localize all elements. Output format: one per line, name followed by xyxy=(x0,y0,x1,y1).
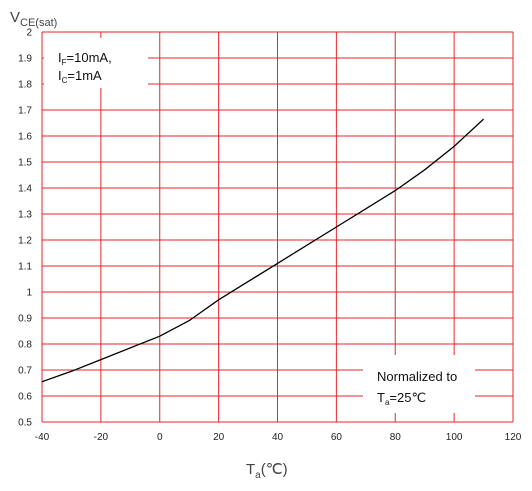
normalized-line2: Ta=25℃ xyxy=(377,390,426,407)
condition-if: IF=10mA, xyxy=(58,50,112,67)
y-tick-label: 0.6 xyxy=(18,392,32,403)
y-tick-label: 1.1 xyxy=(18,262,32,273)
y-tick-labels: 0.5 0.6 0.7 0.8 0.9 1 1.1 1.2 1.3 1.4 1.5 1.6 1.7 1.8… xyxy=(18,28,32,429)
x-tick-label: 120 xyxy=(505,432,522,443)
y-tick-label: 1.9 xyxy=(18,54,32,65)
x-axis-label-sub: a xyxy=(255,470,261,481)
y-axis-label: VCE(sat) xyxy=(10,9,57,29)
y-tick-label: 1.4 xyxy=(18,184,32,195)
y-tick-label: 1.3 xyxy=(18,210,32,221)
y-tick-label: 2 xyxy=(26,28,32,39)
y-tick-label: 1.2 xyxy=(18,236,32,247)
x-axis-label: Ta(℃) xyxy=(246,461,288,481)
y-tick-label: 0.7 xyxy=(18,366,32,377)
x-tick-label: 0 xyxy=(157,432,163,443)
x-axis-label-unit: (℃) xyxy=(261,461,288,478)
x-tick-label: -20 xyxy=(94,432,109,443)
x-tick-label: 40 xyxy=(272,432,284,443)
x-axis-label-main: T xyxy=(246,461,255,478)
x-tick-label: 100 xyxy=(446,432,463,443)
normalized-line1: Normalized to xyxy=(377,369,457,384)
series-line xyxy=(41,118,485,383)
y-tick-label: 1.6 xyxy=(18,132,32,143)
normalized-box xyxy=(363,355,475,413)
conditions-box xyxy=(44,38,148,88)
y-tick-label: 1.5 xyxy=(18,158,32,169)
y-axis-label-sub: CE(sat) xyxy=(20,17,57,29)
y-tick-label: 0.5 xyxy=(18,418,32,429)
y-tick-label: 1 xyxy=(26,288,32,299)
y-tick-label: 1.8 xyxy=(18,80,32,91)
y-axis-label-main: V xyxy=(10,9,20,26)
x-tick-label: 60 xyxy=(331,432,343,443)
y-tick-label: 0.9 xyxy=(18,314,32,325)
condition-ic: IC=1mA xyxy=(58,68,102,85)
x-tick-label: 80 xyxy=(390,432,402,443)
x-tick-label: 20 xyxy=(213,432,225,443)
x-tick-label: -40 xyxy=(35,432,50,443)
y-tick-label: 1.7 xyxy=(18,106,32,117)
y-tick-label: 0.8 xyxy=(18,340,32,351)
x-tick-labels: -40 -20 0 20 40 60 80 100 120 xyxy=(35,432,522,443)
